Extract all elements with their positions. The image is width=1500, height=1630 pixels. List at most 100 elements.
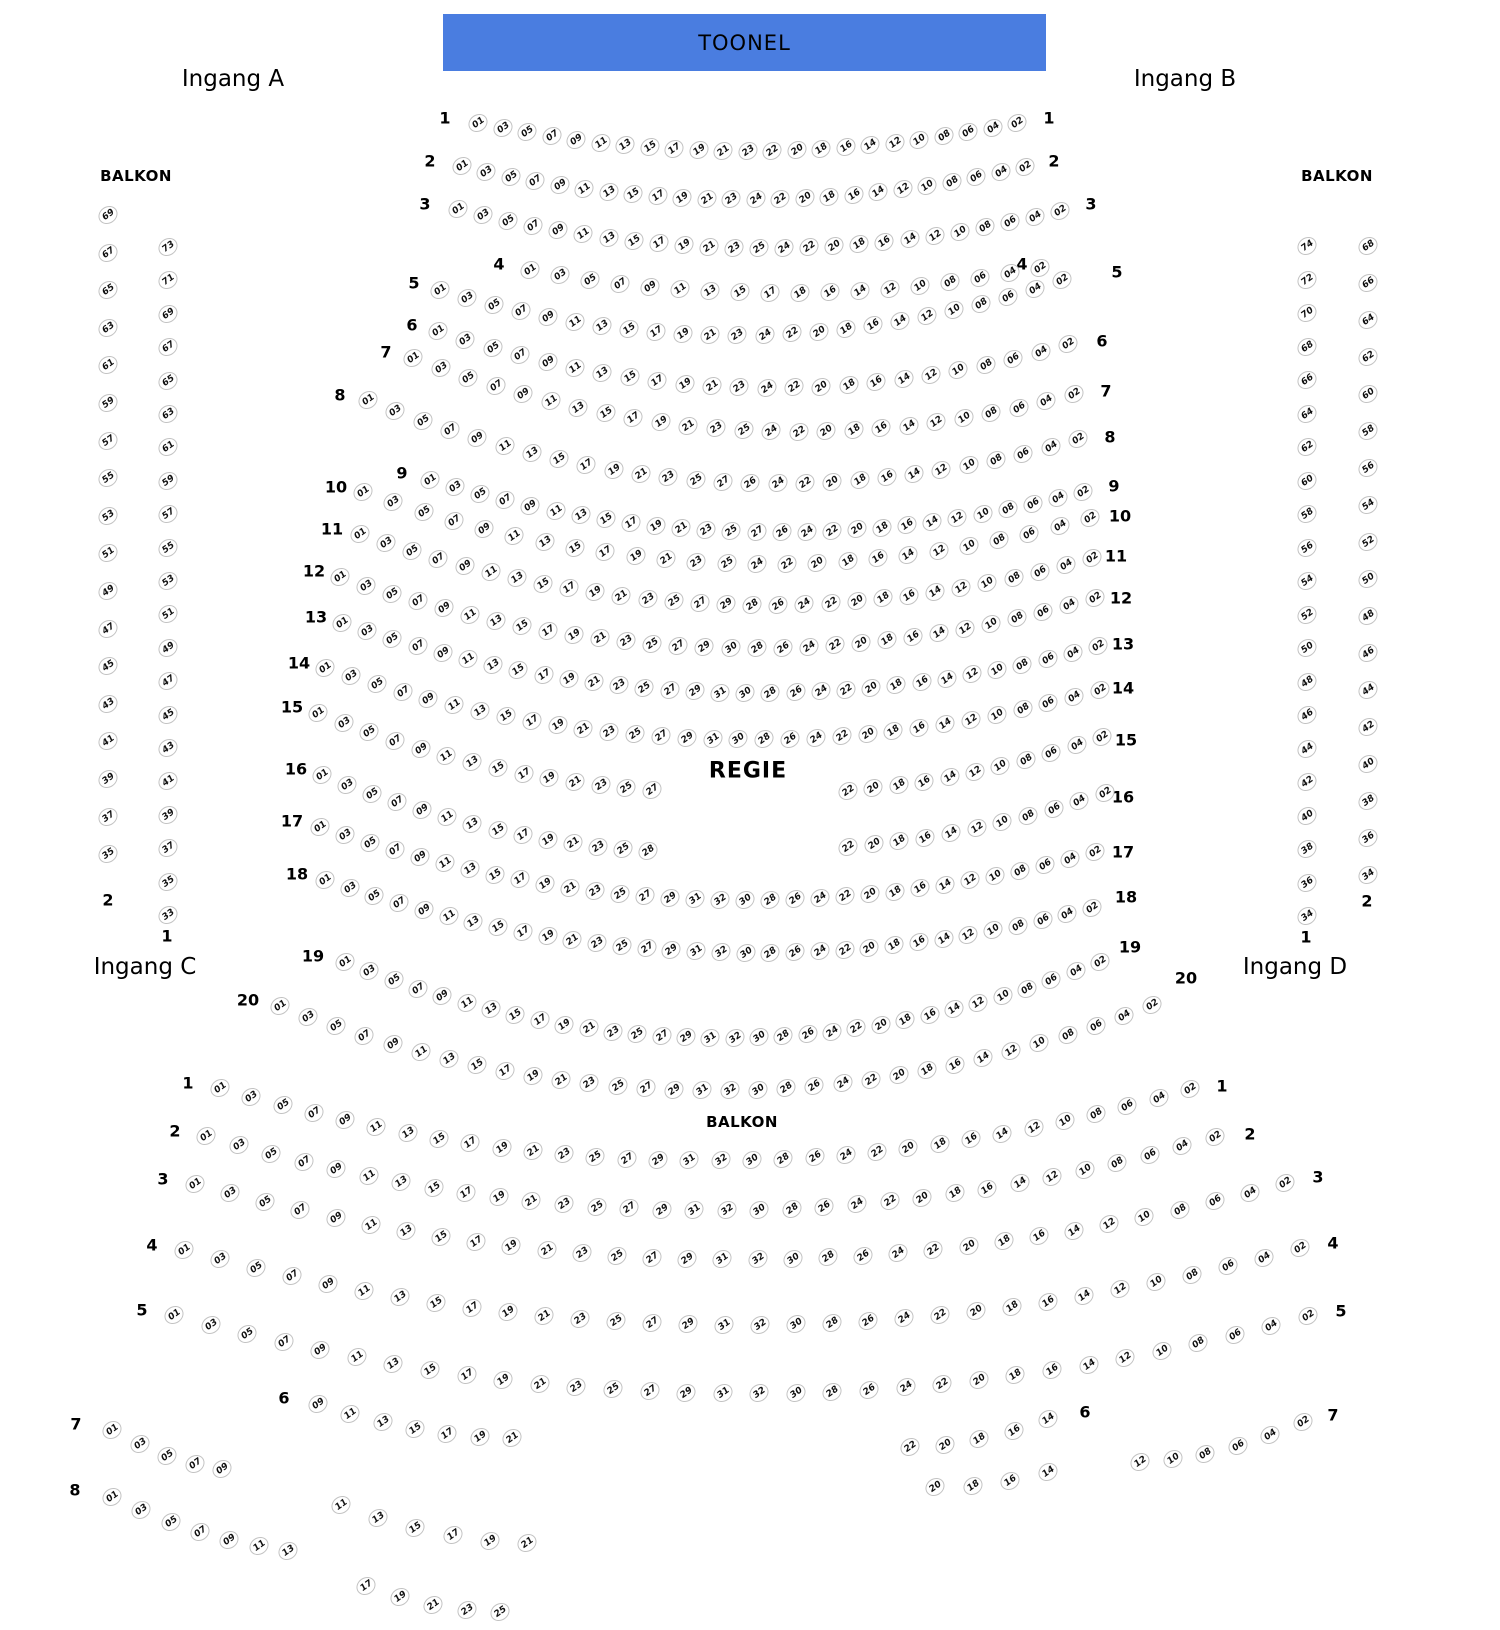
seat-row-main-10[interactable]: 07 xyxy=(440,507,467,534)
seat-row-main-6[interactable]: 20 xyxy=(808,373,835,400)
seat-row-main-1[interactable]: 13 xyxy=(611,132,639,158)
seat-row-main-3[interactable]: 01 xyxy=(444,196,472,222)
seat-row-main-20[interactable]: 19 xyxy=(520,1063,547,1089)
seat-row-main-19[interactable]: 30 xyxy=(745,1024,773,1050)
seat-row-main-8[interactable]: 15 xyxy=(546,446,573,472)
seat-row-main-2[interactable]: 18 xyxy=(816,183,843,210)
seat-row-main-9[interactable]: 25 xyxy=(718,518,745,544)
seat-row-main-19[interactable]: 28 xyxy=(770,1023,797,1049)
seat-row-main-12[interactable]: 09 xyxy=(431,595,458,622)
seat-row-main-13[interactable]: 05 xyxy=(379,626,406,652)
seat-row-lower-4[interactable]: 17 xyxy=(458,1294,486,1321)
seat-row-main-2[interactable]: 09 xyxy=(546,172,573,198)
seat-row-lower-2[interactable]: 02 xyxy=(1201,1124,1229,1150)
seat-row-main-11[interactable]: 04 xyxy=(1052,552,1079,578)
seat-row-lower-3[interactable]: 07 xyxy=(287,1197,314,1224)
seat-row-main-7[interactable]: 04 xyxy=(1033,388,1060,414)
seat-row-main-9[interactable]: 08 xyxy=(994,496,1021,523)
seat-row-main-19[interactable]: 27 xyxy=(648,1023,675,1049)
seat-row-lower-6[interactable]: 17 xyxy=(434,1421,461,1447)
seat-row-main-17[interactable]: 14 xyxy=(931,871,959,898)
seat-row-lower-2[interactable]: 26 xyxy=(811,1194,838,1220)
seat-row-main-20[interactable]: 03 xyxy=(295,1003,322,1030)
seat-row-main-10[interactable]: 18 xyxy=(834,548,861,574)
seat-row-lower-2[interactable]: 14 xyxy=(1006,1170,1033,1196)
seat-row-main-6[interactable]: 04 xyxy=(1027,339,1054,365)
seat-row-main-10[interactable]: 03 xyxy=(380,489,407,516)
seat-row-main-19[interactable]: 11 xyxy=(453,990,480,1016)
seat-row-main-4[interactable]: 02 xyxy=(1026,255,1054,281)
seat-row-main-15[interactable]: 25 xyxy=(613,775,640,801)
seat-balcony-left-col-2[interactable]: 45 xyxy=(94,653,122,679)
seat-row-lower-3[interactable]: 24 xyxy=(885,1240,912,1266)
seat-row-main-5[interactable]: 12 xyxy=(913,303,940,329)
seat-row-main-13[interactable]: 04 xyxy=(1059,640,1086,666)
seat-row-lower-8[interactable]: 16 xyxy=(997,1467,1024,1494)
seat-row-lower-6[interactable]: 13 xyxy=(369,1409,396,1436)
seat-row-lower-6[interactable]: 09 xyxy=(304,1391,332,1417)
seat-row-main-14[interactable]: 25 xyxy=(621,721,649,748)
seat-row-lower-1[interactable]: 03 xyxy=(238,1084,265,1110)
seat-row-main-2[interactable]: 06 xyxy=(962,164,990,191)
seat-row-lower-7[interactable]: 19 xyxy=(476,1527,503,1554)
seat-row-main-10[interactable]: 05 xyxy=(410,499,437,525)
seat-row-main-16[interactable]: 07 xyxy=(384,789,411,816)
seat-row-main-5[interactable]: 22 xyxy=(778,320,805,347)
seat-row-lower-4[interactable]: 16 xyxy=(1034,1288,1062,1315)
seat-balcony-right-col-1[interactable]: 58 xyxy=(1293,501,1321,527)
seat-row-lower-6[interactable]: 11 xyxy=(337,1401,364,1427)
seat-balcony-left-col-2[interactable]: 61 xyxy=(94,352,122,379)
seat-row-main-19[interactable]: 20 xyxy=(867,1011,894,1038)
seat-row-main-13[interactable]: 13 xyxy=(480,652,507,678)
seat-row-main-17[interactable]: 17 xyxy=(506,866,534,893)
seat-row-main-9[interactable]: 22 xyxy=(818,518,845,544)
seat-balcony-left-col-2[interactable]: 41 xyxy=(94,728,122,755)
seat-row-main-12[interactable]: 04 xyxy=(1055,592,1083,618)
seat-row-main-8[interactable]: 12 xyxy=(928,457,955,483)
seat-balcony-left-col-1[interactable]: 69 xyxy=(154,301,182,327)
seat-row-main-2[interactable]: 07 xyxy=(522,168,549,194)
seat-row-main-19[interactable]: 25 xyxy=(624,1021,651,1047)
seat-row-main-4[interactable]: 03 xyxy=(546,262,574,288)
seat-row-main-6[interactable]: 08 xyxy=(972,352,999,378)
seat-row-main-7[interactable]: 05 xyxy=(455,364,482,391)
seat-row-lower-5[interactable]: 17 xyxy=(453,1362,480,1388)
seat-row-main-12[interactable]: 29 xyxy=(691,634,718,660)
seat-row-main-14[interactable]: 26 xyxy=(776,726,804,752)
seat-row-main-19[interactable]: 07 xyxy=(404,975,432,1002)
seat-row-lower-3[interactable]: 14 xyxy=(1060,1217,1088,1244)
seat-row-main-17[interactable]: 03 xyxy=(331,822,359,848)
seat-row-lower-1[interactable]: 21 xyxy=(519,1138,546,1164)
seat-row-lower-2[interactable]: 32 xyxy=(713,1197,740,1224)
seat-row-main-3[interactable]: 13 xyxy=(595,225,622,251)
seat-row-main-11[interactable]: 14 xyxy=(922,579,949,605)
seat-row-main-14[interactable]: 12 xyxy=(957,706,984,733)
seat-row-lower-8[interactable]: 01 xyxy=(98,1484,126,1510)
seat-row-main-18[interactable]: 02 xyxy=(1078,895,1106,921)
seat-row-main-16[interactable]: 22 xyxy=(834,834,862,860)
seat-row-lower-3[interactable]: 03 xyxy=(217,1180,244,1207)
seat-balcony-right-col-2[interactable]: 50 xyxy=(1354,566,1382,592)
seat-row-lower-2[interactable]: 03 xyxy=(225,1132,252,1158)
seat-row-main-10[interactable]: 15 xyxy=(561,534,589,561)
seat-row-main-11[interactable]: 19 xyxy=(582,579,609,606)
seat-balcony-right-col-2[interactable]: 68 xyxy=(1354,233,1382,259)
seat-row-main-3[interactable]: 14 xyxy=(896,226,923,252)
seat-row-main-8[interactable]: 18 xyxy=(846,467,873,493)
seat-row-lower-1[interactable]: 05 xyxy=(269,1092,296,1119)
seat-row-main-3[interactable]: 09 xyxy=(545,217,572,244)
seat-row-main-17[interactable]: 15 xyxy=(481,861,509,888)
seat-balcony-left-col-1[interactable]: 45 xyxy=(154,701,182,728)
seat-row-main-17[interactable]: 22 xyxy=(831,883,859,910)
seat-row-lower-5[interactable]: 25 xyxy=(599,1376,627,1403)
seat-row-main-2[interactable]: 22 xyxy=(767,186,794,212)
seat-row-main-19[interactable]: 18 xyxy=(892,1007,919,1033)
seat-balcony-right-col-1[interactable]: 74 xyxy=(1293,233,1321,259)
seat-row-main-19[interactable]: 08 xyxy=(1013,975,1040,1002)
seat-row-lower-7[interactable]: 01 xyxy=(98,1417,126,1443)
seat-row-main-3[interactable]: 23 xyxy=(720,234,747,261)
seat-row-main-16[interactable]: 10 xyxy=(989,809,1016,835)
seat-row-lower-1[interactable]: 12 xyxy=(1020,1115,1047,1141)
seat-row-main-20[interactable]: 10 xyxy=(1026,1030,1053,1057)
seat-row-main-8[interactable]: 09 xyxy=(464,425,491,451)
